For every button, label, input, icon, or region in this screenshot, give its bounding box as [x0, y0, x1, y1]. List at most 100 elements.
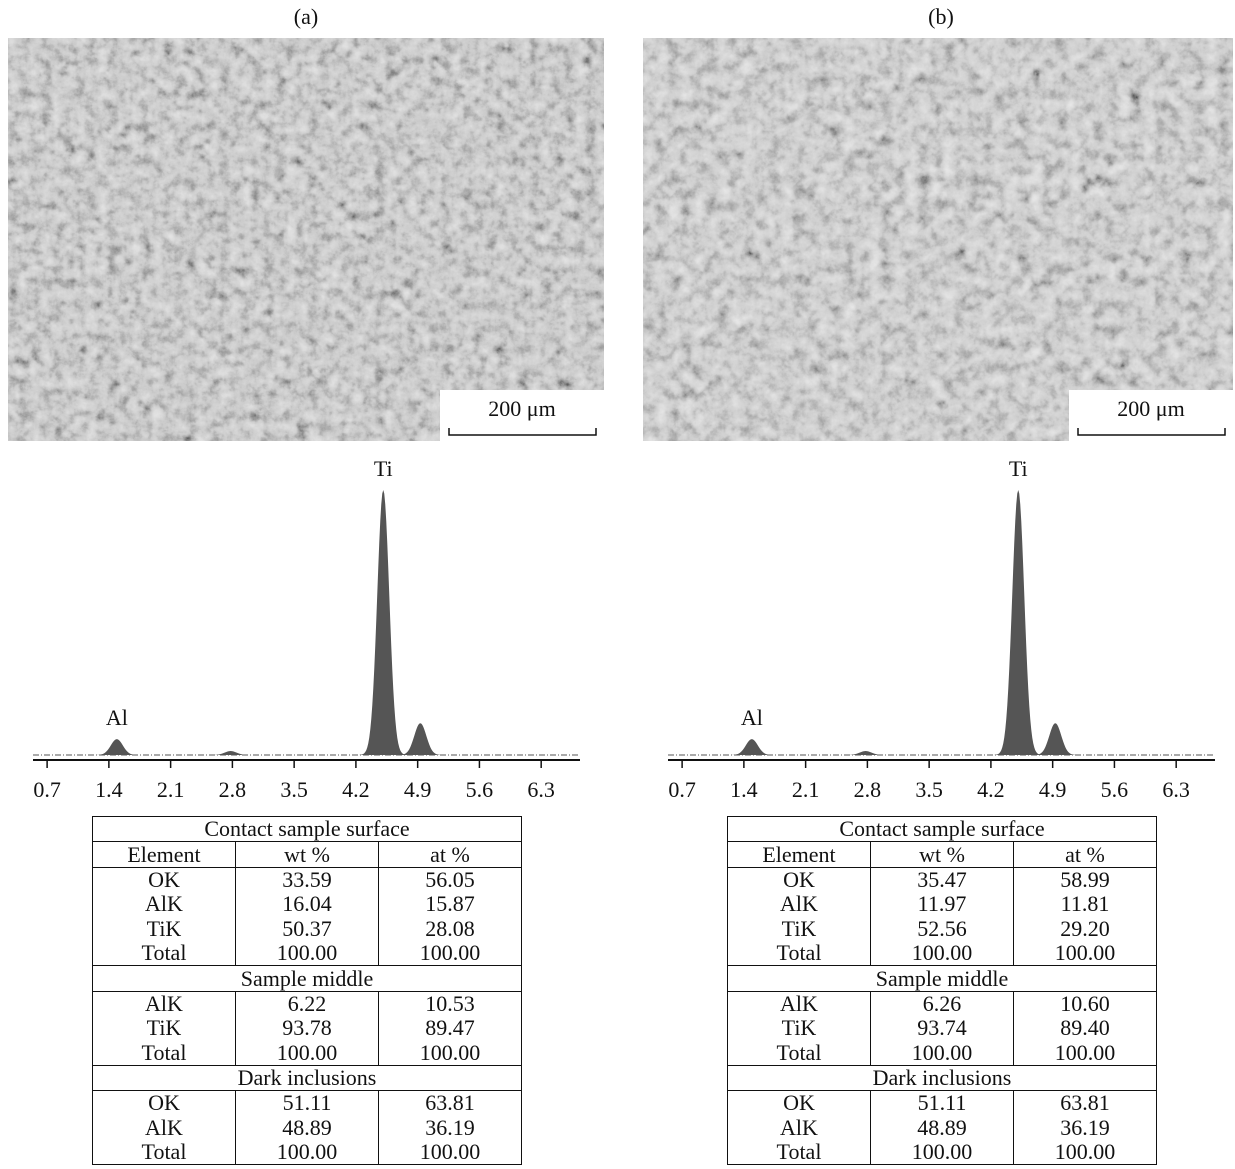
element-cell: OK [93, 867, 236, 892]
value-cell: 100.00 [1014, 1041, 1157, 1066]
value-cell: 100.00 [1014, 1140, 1157, 1165]
value-cell: 89.47 [379, 1016, 522, 1040]
x-tick-label: 0.7 [33, 777, 61, 802]
x-tick-label: 3.5 [280, 777, 308, 802]
value-cell: 36.19 [379, 1116, 522, 1140]
value-cell: 36.19 [1014, 1116, 1157, 1140]
spectrum-peak [842, 751, 890, 755]
value-cell: 100.00 [236, 941, 379, 966]
element-cell: Total [728, 1041, 871, 1066]
section-title: Sample middle [93, 966, 522, 991]
x-tick-label: 2.8 [219, 777, 247, 802]
x-tick-label: 2.1 [157, 777, 185, 802]
section-row: Dark inclusions [93, 1065, 522, 1090]
element-cell: AlK [728, 991, 871, 1016]
value-cell: 63.81 [379, 1091, 522, 1116]
section-title: Contact sample surface [728, 817, 1157, 842]
element-cell: OK [728, 867, 871, 892]
figure: (a)200 μm0.71.42.12.83.54.24.95.66.3AlTi… [0, 0, 1235, 1169]
element-cell: Total [93, 941, 236, 966]
value-cell: 100.00 [1014, 941, 1157, 966]
x-tick-label: 1.4 [730, 777, 758, 802]
element-cell: AlK [728, 892, 871, 916]
spectrum-peak [728, 739, 776, 755]
data-row: Total100.00100.00 [93, 1140, 522, 1165]
x-tick-label: 5.6 [1101, 777, 1129, 802]
element-cell: Total [728, 941, 871, 966]
section-row: Sample middle [93, 966, 522, 991]
section-row: Contact sample surface [93, 817, 522, 842]
element-cell: TiK [93, 917, 236, 941]
value-cell: 100.00 [236, 1140, 379, 1165]
section-row: Sample middle [728, 966, 1157, 991]
x-tick-label: 6.3 [1162, 777, 1190, 802]
value-cell: 28.08 [379, 917, 522, 941]
value-cell: 100.00 [871, 1041, 1014, 1066]
x-tick-label: 2.8 [854, 777, 882, 802]
value-cell: 6.26 [871, 991, 1014, 1016]
value-cell: 100.00 [379, 1041, 522, 1066]
x-tick-label: 2.1 [792, 777, 820, 802]
element-cell: AlK [93, 892, 236, 916]
spectrum-peak [207, 751, 255, 755]
section-title: Dark inclusions [728, 1065, 1157, 1090]
column-header: at % [1014, 842, 1157, 867]
value-cell: 56.05 [379, 867, 522, 892]
peak-label: Ti [374, 456, 393, 481]
sem-image [643, 38, 1233, 441]
x-tick-label: 4.2 [977, 777, 1005, 802]
spectrum-peak [994, 490, 1042, 755]
section-title: Dark inclusions [93, 1065, 522, 1090]
table-body: Contact sample surfaceElementwt %at %OK3… [93, 817, 522, 1165]
element-cell: TiK [93, 1016, 236, 1040]
value-cell: 100.00 [871, 941, 1014, 966]
column-header: wt % [236, 842, 379, 867]
data-row: TiK52.5629.20 [728, 917, 1157, 941]
peak-label: Ti [1009, 456, 1028, 481]
value-cell: 11.81 [1014, 892, 1157, 916]
peak-label: Al [106, 705, 128, 730]
spectrum-peak [359, 490, 407, 755]
element-cell: AlK [93, 991, 236, 1016]
scale-bar-label: 200 μm [1117, 396, 1184, 421]
element-cell: TiK [728, 1016, 871, 1040]
sem-image [8, 38, 604, 441]
value-cell: 93.78 [236, 1016, 379, 1040]
peak-label: Al [741, 705, 763, 730]
element-cell: AlK [728, 1116, 871, 1140]
value-cell: 11.97 [871, 892, 1014, 916]
value-cell: 6.22 [236, 991, 379, 1016]
data-row: Total100.00100.00 [93, 941, 522, 966]
x-tick-label: 0.7 [668, 777, 696, 802]
column-header: Element [93, 842, 236, 867]
value-cell: 93.74 [871, 1016, 1014, 1040]
value-cell: 51.11 [871, 1091, 1014, 1116]
element-cell: Total [93, 1140, 236, 1165]
element-cell: AlK [93, 1116, 236, 1140]
x-tick-label: 1.4 [95, 777, 123, 802]
value-cell: 15.87 [379, 892, 522, 916]
value-cell: 35.47 [871, 867, 1014, 892]
data-row: TiK93.7489.40 [728, 1016, 1157, 1040]
data-row: AlK6.2210.53 [93, 991, 522, 1016]
value-cell: 52.56 [871, 917, 1014, 941]
value-cell: 63.81 [1014, 1091, 1157, 1116]
x-tick-label: 4.9 [404, 777, 432, 802]
scale-bar-label: 200 μm [488, 396, 555, 421]
section-row: Contact sample surface [728, 817, 1157, 842]
